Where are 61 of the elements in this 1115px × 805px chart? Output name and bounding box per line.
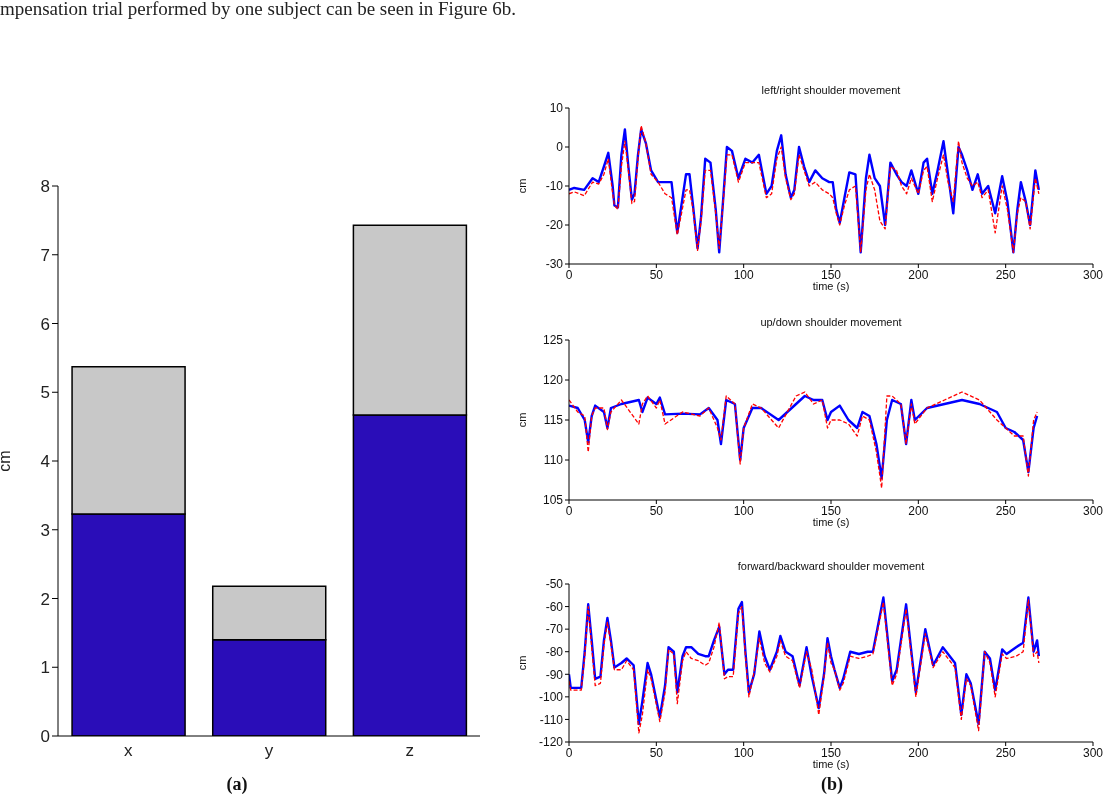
x-tick-label: 100	[733, 503, 754, 518]
x-tick-label: 200	[908, 503, 929, 518]
x-axis-title: time (s)	[812, 280, 850, 292]
y-tick-label: 125	[542, 333, 564, 348]
y-tick-label: -110	[539, 712, 564, 727]
x-tick-label: 200	[908, 745, 929, 760]
y-tick-label: 105	[542, 493, 564, 508]
y-tick-label: 115	[543, 413, 564, 428]
text: (a)	[225, 774, 249, 795]
x-tick-label: 250	[995, 503, 1016, 518]
x-tick-label: 150	[820, 267, 842, 282]
x-tick-label: 50	[649, 503, 664, 518]
x-tick-label: 50	[649, 745, 664, 760]
x-tick-label: y	[264, 741, 274, 761]
y-tick-label: -80	[545, 644, 564, 659]
y-tick-label: -20	[545, 218, 564, 233]
x-tick-label: 50	[649, 267, 664, 282]
y-tick-label: 4	[40, 452, 50, 472]
text: mpensation trial performed by one subject can be seen in Figure 6b.	[0, 0, 517, 20]
x-tick-label: 250	[995, 267, 1016, 282]
x-tick-label: z	[405, 741, 414, 761]
y-tick-label: -30	[545, 257, 564, 272]
y-tick-label: 8	[40, 177, 50, 197]
chart-title: left/right shoulder movement	[760, 84, 902, 98]
y-tick-label: -60	[545, 599, 564, 614]
x-tick-label: x	[124, 741, 134, 761]
y-tick-label: 2	[40, 589, 50, 609]
x-tick-label: 100	[733, 267, 754, 282]
chart-title: up/down shoulder movement	[759, 316, 903, 330]
y-axis-title: cm	[515, 178, 528, 194]
y-tick-label: -50	[545, 577, 564, 592]
x-axis-title: time (s)	[812, 516, 850, 528]
y-tick-label: 120	[542, 373, 564, 388]
y-axis-title: cm	[0, 450, 13, 472]
chart-title: forward/backward shoulder movement	[736, 560, 926, 574]
x-tick-label: 150	[820, 503, 842, 518]
y-tick-label: 5	[40, 383, 50, 403]
y-tick-label: -70	[545, 622, 564, 637]
x-axis-title: time (s)	[812, 758, 850, 770]
x-tick-label: 300	[1082, 503, 1104, 518]
y-axis-title: cm	[515, 412, 528, 428]
y-tick-label: -10	[545, 179, 564, 194]
x-tick-label: 300	[1082, 745, 1104, 760]
text: (b)	[820, 774, 844, 795]
x-tick-label: 300	[1082, 267, 1104, 282]
y-tick-label: 1	[40, 658, 50, 678]
x-tick-label: 150	[820, 745, 842, 760]
y-tick-label: -100	[538, 690, 564, 705]
y-tick-label: 7	[40, 245, 50, 265]
x-tick-label: 250	[995, 745, 1016, 760]
y-tick-label: -90	[545, 667, 564, 682]
y-tick-label: 3	[40, 520, 50, 540]
y-tick-label: 0	[40, 727, 50, 747]
y-tick-label: 10	[549, 101, 564, 116]
y-axis-title: cm	[515, 655, 528, 671]
y-tick-label: 110	[543, 453, 564, 468]
x-tick-label: 200	[908, 267, 929, 282]
y-tick-label: -120	[538, 735, 564, 750]
y-tick-label: 0	[556, 140, 564, 155]
x-tick-label: 100	[733, 745, 754, 760]
y-tick-label: 6	[40, 314, 50, 334]
